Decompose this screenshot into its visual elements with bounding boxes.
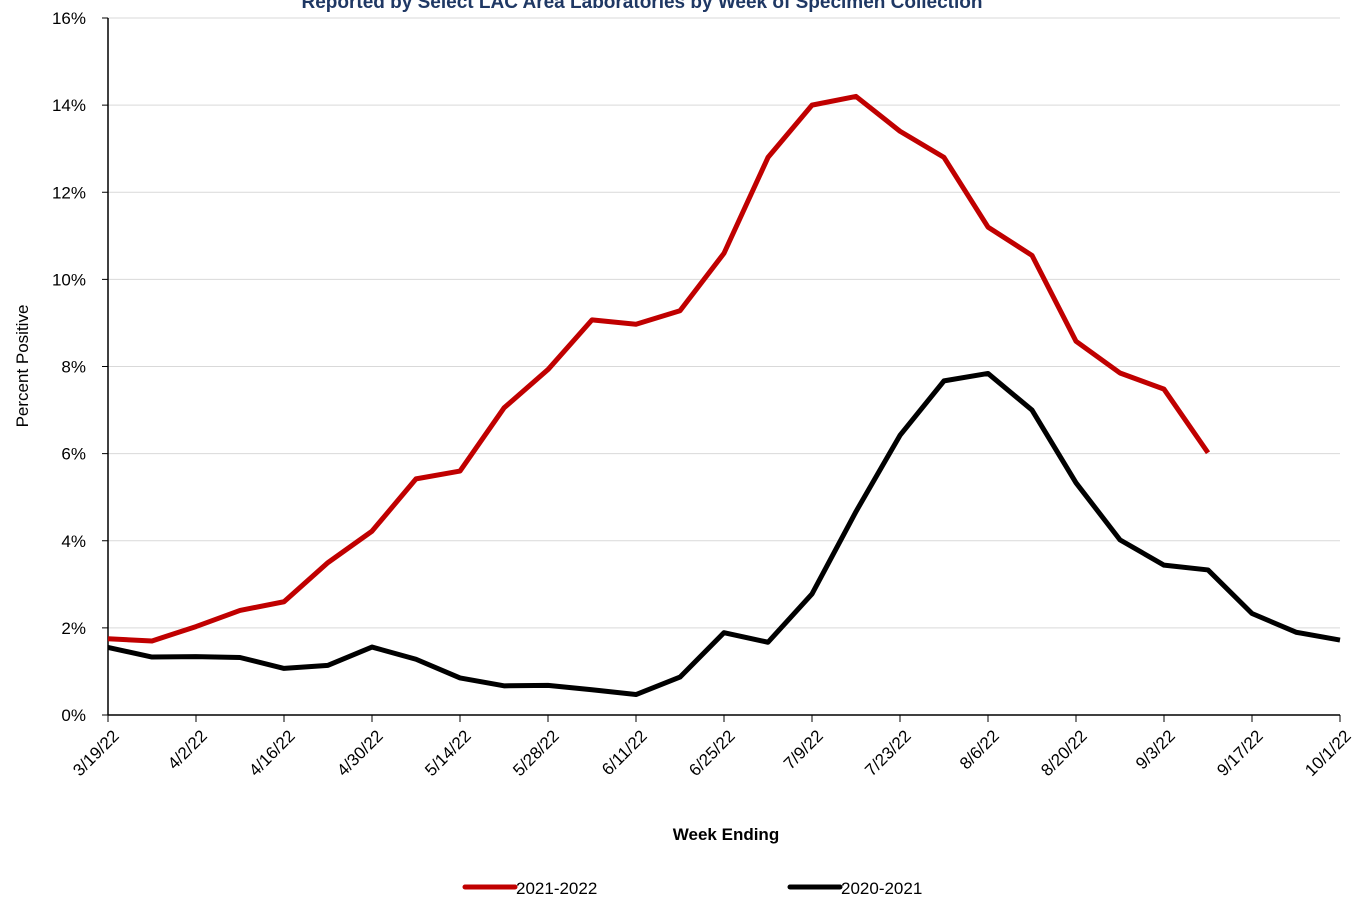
y-tick-label: 8% (61, 358, 86, 377)
x-tick-label: 8/20/22 (1037, 726, 1091, 780)
y-tick-label: 4% (61, 532, 86, 551)
x-tick-label: 10/1/22 (1301, 726, 1355, 780)
line-series (107, 93, 1211, 644)
x-tick-label: 6/25/22 (685, 726, 739, 780)
legend-label: 2020-2021 (841, 879, 922, 898)
x-tick-label: 7/9/22 (780, 726, 827, 773)
x-tick-label: 4/2/22 (164, 726, 211, 773)
y-tick-label: 10% (52, 270, 86, 289)
x-tick-label: 3/19/22 (69, 726, 123, 780)
y-tick-label: 2% (61, 619, 86, 638)
x-tick-label: 5/14/22 (421, 726, 475, 780)
x-tick-label: 4/16/22 (245, 726, 299, 780)
y-tick-label: 16% (52, 9, 86, 28)
x-tick-label: 4/30/22 (333, 726, 387, 780)
legend-label: 2021-2022 (516, 879, 597, 898)
x-tick-label: 5/28/22 (509, 726, 563, 780)
line-series (107, 370, 1341, 698)
x-tick-label: 6/11/22 (598, 726, 651, 779)
y-tick-label: 0% (61, 706, 86, 725)
y-tick-label: 12% (52, 183, 86, 202)
x-tick-label: 8/6/22 (956, 726, 1003, 773)
x-tick-label: 9/3/22 (1132, 726, 1179, 773)
y-axis-title: Percent Positive (13, 305, 32, 428)
y-tick-label: 14% (52, 96, 86, 115)
chart-title: Reported by Select LAC Area Laboratories… (301, 0, 982, 13)
y-tick-label: 6% (61, 445, 86, 464)
x-tick-label: 9/17/22 (1213, 726, 1267, 780)
x-axis-title: Week Ending (673, 825, 779, 844)
x-tick-label: 7/23/22 (861, 726, 915, 780)
